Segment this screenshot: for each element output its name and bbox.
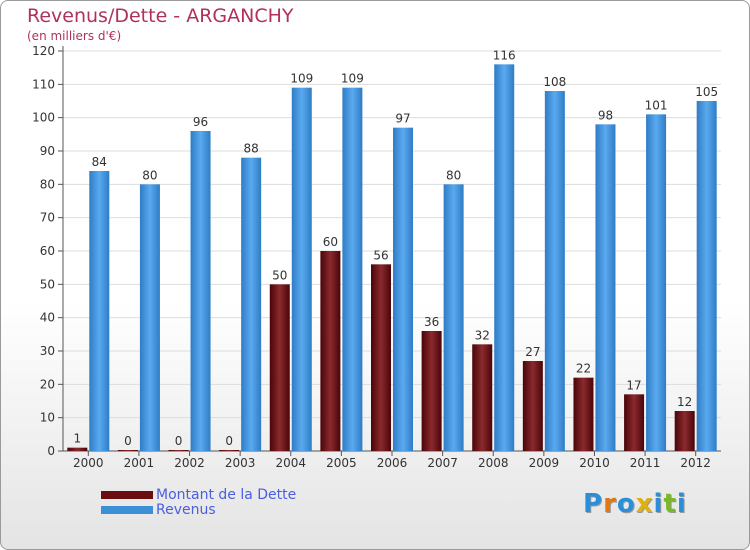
legend-label-revenus: Revenus bbox=[156, 501, 216, 518]
value-label-dette: 0 bbox=[175, 434, 183, 448]
y-tick-label: 40 bbox=[40, 311, 55, 325]
y-tick-label: 100 bbox=[32, 111, 55, 125]
value-label-dette: 27 bbox=[525, 345, 540, 359]
value-label-revenus: 105 bbox=[695, 85, 718, 99]
chart-subtitle: (en milliers d'€) bbox=[27, 29, 122, 43]
bar-dette bbox=[472, 344, 493, 451]
legend-item-revenus: Revenus bbox=[101, 501, 296, 518]
value-label-revenus: 101 bbox=[645, 98, 668, 112]
y-tick-label: 0 bbox=[47, 444, 55, 458]
value-label-revenus: 97 bbox=[395, 112, 410, 126]
value-label-revenus: 84 bbox=[92, 155, 107, 169]
bar-revenus bbox=[494, 64, 515, 452]
legend-swatch-dette bbox=[101, 490, 153, 499]
y-tick-label: 90 bbox=[40, 144, 55, 158]
bar-dette bbox=[269, 284, 290, 451]
y-tick-label: 70 bbox=[40, 211, 55, 225]
value-label-dette: 22 bbox=[576, 362, 591, 376]
bar-revenus bbox=[646, 114, 667, 451]
x-tick-label: 2011 bbox=[630, 456, 661, 470]
legend-label-dette: Montant de la Dette bbox=[156, 486, 297, 503]
value-label-revenus: 80 bbox=[446, 168, 461, 182]
bar-dette bbox=[522, 361, 543, 451]
y-tick-label: 30 bbox=[40, 344, 55, 358]
bar-dette bbox=[624, 394, 645, 451]
value-label-revenus: 80 bbox=[142, 168, 157, 182]
value-label-dette: 12 bbox=[677, 395, 692, 409]
bar-revenus bbox=[291, 87, 312, 452]
value-label-revenus: 96 bbox=[193, 115, 208, 129]
value-label-revenus: 109 bbox=[341, 72, 364, 86]
x-tick-label: 2001 bbox=[124, 456, 155, 470]
value-label-dette: 0 bbox=[225, 434, 233, 448]
bar-dette bbox=[219, 450, 240, 451]
bar-dette bbox=[320, 251, 341, 451]
bar-dette bbox=[117, 450, 138, 451]
y-tick-label: 110 bbox=[32, 77, 55, 91]
x-tick-label: 2006 bbox=[377, 456, 408, 470]
value-label-dette: 36 bbox=[424, 315, 439, 329]
value-label-revenus: 98 bbox=[598, 108, 613, 122]
x-tick-label: 2010 bbox=[579, 456, 610, 470]
legend-item-dette: Montant de la Dette bbox=[101, 486, 297, 503]
x-tick-label: 2002 bbox=[174, 456, 205, 470]
value-label-dette: 17 bbox=[626, 378, 641, 392]
x-tick-label: 2000 bbox=[73, 456, 104, 470]
bar-revenus bbox=[241, 157, 262, 451]
bar-dette bbox=[674, 411, 695, 451]
bar-revenus bbox=[696, 101, 717, 451]
y-tick-label: 10 bbox=[40, 411, 55, 425]
bar-revenus bbox=[139, 184, 160, 452]
value-label-revenus: 88 bbox=[244, 142, 259, 156]
legend-swatch-revenus bbox=[101, 505, 153, 514]
bar-revenus bbox=[190, 131, 211, 451]
bar-dette bbox=[371, 264, 391, 451]
chart-title: Revenus/Dette - ARGANCHY bbox=[27, 5, 294, 27]
y-tick-label: 50 bbox=[40, 277, 55, 291]
value-label-dette: 56 bbox=[373, 248, 388, 262]
value-label-dette: 0 bbox=[124, 434, 132, 448]
value-label-dette: 50 bbox=[272, 268, 287, 282]
legend: Montant de la Dette Revenus bbox=[101, 486, 297, 518]
bar-revenus bbox=[393, 127, 413, 452]
bars bbox=[67, 64, 717, 452]
y-tick-label: 120 bbox=[32, 44, 55, 58]
x-tick-label: 2004 bbox=[275, 456, 306, 470]
x-tick-label: 2007 bbox=[427, 456, 458, 470]
x-tick-label: 2012 bbox=[680, 456, 711, 470]
bar-dette bbox=[573, 377, 594, 451]
proxiti-logo: Proxiti bbox=[583, 489, 687, 519]
bar-revenus bbox=[443, 184, 464, 452]
y-tick-label: 20 bbox=[40, 377, 55, 391]
y-tick-label: 80 bbox=[40, 177, 55, 191]
bar-revenus bbox=[595, 124, 616, 451]
value-label-revenus: 116 bbox=[493, 48, 516, 62]
bar-dette bbox=[168, 450, 189, 451]
x-tick-label: 2008 bbox=[478, 456, 509, 470]
value-label-revenus: 109 bbox=[290, 72, 313, 86]
value-label-dette: 60 bbox=[323, 235, 338, 249]
x-tick-label: 2005 bbox=[326, 456, 357, 470]
bar-dette bbox=[421, 331, 442, 451]
x-tick-label: 2003 bbox=[225, 456, 256, 470]
labels: 0102030405060708090100110120200018420010… bbox=[32, 44, 718, 470]
value-label-dette: 1 bbox=[73, 432, 81, 446]
value-label-dette: 32 bbox=[475, 328, 490, 342]
y-tick-label: 60 bbox=[40, 244, 55, 258]
bar-revenus bbox=[544, 91, 565, 451]
value-label-revenus: 108 bbox=[543, 75, 566, 89]
grid-lines bbox=[63, 50, 721, 452]
x-tick-label: 2009 bbox=[529, 456, 560, 470]
bar-revenus bbox=[342, 87, 363, 452]
bar-revenus bbox=[89, 171, 110, 451]
bar-dette bbox=[67, 447, 88, 451]
